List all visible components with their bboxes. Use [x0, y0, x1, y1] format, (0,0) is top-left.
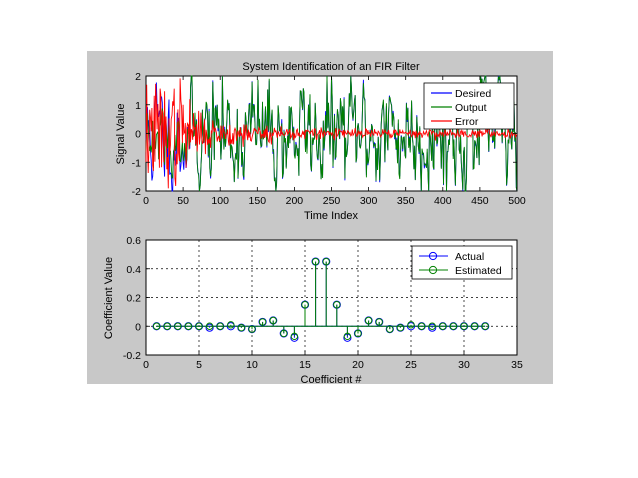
signal-ticks: 0 50 100 150 200 250 300 350 400 450 500 -2 -1 0 1 2 — [132, 71, 526, 207]
stem-estimated-marker — [269, 316, 277, 325]
signal-ylabel: Signal Value — [115, 104, 127, 165]
stem-estimated-marker — [258, 318, 267, 326]
coefficient-xtick-label: 30 — [458, 359, 470, 371]
legend-error-label: Error — [455, 116, 479, 128]
signal-ytick-label: -1 — [132, 157, 141, 169]
stem-estimated-marker — [375, 318, 383, 326]
stem-actual-marker — [406, 322, 416, 331]
stem-actual-marker — [205, 323, 214, 332]
stem-estimated-marker — [248, 325, 256, 333]
signal-xtick-label: 200 — [286, 195, 304, 207]
coefficient-ticks: 0 5 10 15 20 25 30 35-0.200.20.40.6 — [123, 235, 523, 371]
legend-estimated-label: Estimated — [455, 265, 502, 277]
stem-estimated-marker — [343, 332, 352, 341]
coefficient-xtick-label: 5 — [196, 359, 202, 371]
signal-ytick-label: 0 — [135, 129, 141, 141]
stem-estimated-marker — [227, 321, 235, 329]
legend-actual-label: Actual — [455, 251, 484, 263]
signal-ytick-label: -2 — [132, 186, 141, 198]
coefficient-xtick-label: 10 — [246, 359, 258, 371]
stem-estimated-marker — [417, 322, 426, 330]
legend-output-label: Output — [455, 102, 487, 114]
signal-ytick-label: 1 — [135, 100, 141, 112]
stem-estimated-marker — [364, 316, 373, 325]
signal-xtick-label: 500 — [508, 195, 526, 207]
stem-estimated-marker — [428, 322, 436, 330]
coefficient-xtick-label: 0 — [143, 359, 149, 371]
stem-estimated-marker — [216, 322, 224, 330]
signal-xtick-label: 150 — [249, 195, 267, 207]
stem-estimated-marker — [301, 300, 309, 309]
stem-estimated-marker — [280, 329, 288, 338]
stem-estimated-marker — [237, 323, 246, 332]
signal-xlabel: Time Index — [304, 210, 359, 222]
signal-axes: 0 50 100 150 200 250 300 350 400 450 500 -2 -1 0 1 2 Sy… — [115, 61, 526, 222]
stem-estimated-marker — [481, 322, 489, 330]
stem-estimated-marker — [439, 322, 447, 330]
signal-xtick-label: 400 — [434, 195, 452, 207]
coefficient-xtick-label: 15 — [299, 359, 311, 371]
signal-xtick-label: 0 — [143, 195, 149, 207]
coefficient-legend-box — [411, 245, 513, 280]
signal-xtick-label: 100 — [211, 195, 229, 207]
stem-estimated-marker — [184, 322, 193, 330]
stem-actual-marker — [226, 322, 235, 331]
coefficient-ytick-label: 0.6 — [126, 235, 141, 247]
coefficient-ylabel: Coefficient Value — [103, 257, 115, 339]
stem-estimated-marker — [195, 322, 203, 330]
stem-estimated-marker — [407, 321, 415, 329]
stem-estimated-marker — [322, 257, 330, 266]
signal-xtick-label: 300 — [360, 195, 378, 207]
stem-estimated-marker — [386, 325, 394, 333]
stem-estimated-marker — [174, 322, 182, 330]
stem-estimated-marker — [333, 300, 341, 309]
coefficient-ytick-label: 0 — [135, 321, 141, 333]
legend-desired-label: Desired — [455, 88, 491, 100]
coefficient-legend: Actual Estimated — [411, 245, 513, 280]
coefficient-xtick-label: 20 — [352, 359, 364, 371]
coefficient-xtick-label: 35 — [511, 359, 523, 371]
coefficient-xlabel: Coefficient # — [301, 374, 363, 386]
stem-estimated-marker — [470, 322, 479, 330]
coefficient-xtick-label: 25 — [405, 359, 417, 371]
signal-ytick-label: 2 — [135, 71, 141, 83]
stem-estimated-marker — [205, 322, 214, 330]
stem-estimated-marker — [152, 322, 161, 330]
legend-actual-marker — [428, 251, 438, 261]
stem-estimated-marker — [460, 322, 468, 330]
signal-line-error — [145, 78, 518, 189]
stem-estimated-marker — [396, 323, 405, 332]
signal-title: System Identification of an FIR Filter — [242, 61, 420, 73]
coefficient-ytick-label: -0.2 — [123, 350, 141, 362]
legend-estimated-marker — [428, 265, 438, 275]
signal-xtick-label: 350 — [397, 195, 415, 207]
coefficient-ytick-label: 0.2 — [126, 293, 141, 305]
signal-xtick-label: 450 — [471, 195, 489, 207]
stem-estimated-marker — [449, 322, 458, 330]
signal-xtick-label: 50 — [177, 195, 189, 207]
coefficient-stems — [152, 257, 490, 342]
coefficient-ytick-label: 0.4 — [126, 264, 141, 276]
stem-estimated-marker — [311, 257, 320, 266]
stem-actual-marker — [428, 323, 437, 332]
stem-estimated-marker — [354, 329, 362, 338]
signal-legend: Desired Output Error — [423, 82, 515, 130]
stem-estimated-marker — [163, 322, 171, 330]
stem-estimated-marker — [290, 332, 299, 341]
coefficient-axes: 0 5 10 15 20 25 30 35-0.200.20.40.6 Coefficient… — [103, 235, 523, 386]
signal-xtick-label: 250 — [323, 195, 341, 207]
